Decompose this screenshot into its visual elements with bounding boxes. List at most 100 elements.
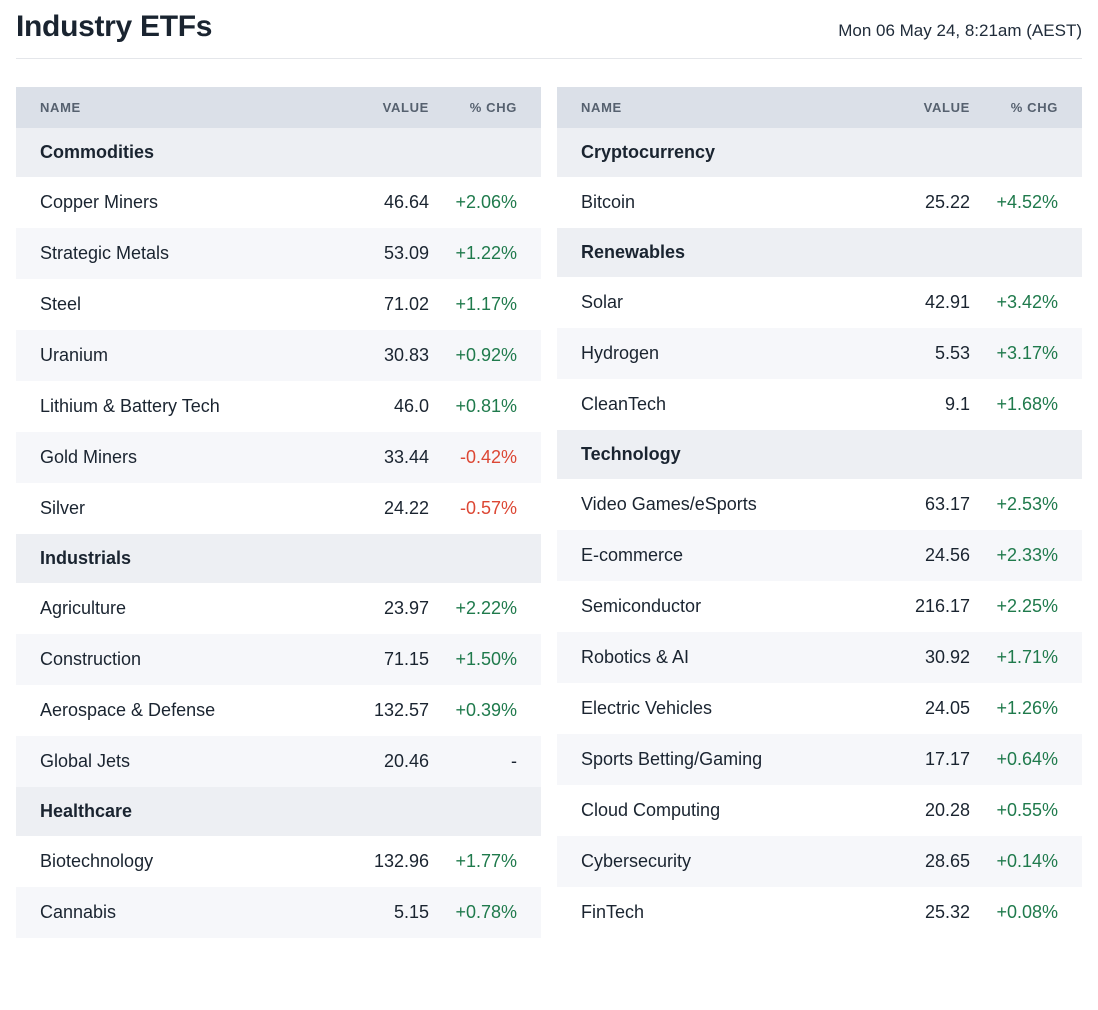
etf-name-cell: Copper Miners [40,192,159,212]
etf-name-cell: Electric Vehicles [581,698,713,718]
etf-name-cell: Video Games/eSports [581,494,757,514]
etf-row: Robotics & AI 30.92 +1.71% [557,632,1082,683]
etf-chg-cell: -0.57% [459,498,517,518]
etf-chg-cell: +0.78% [429,887,541,938]
etf-table-right: NAME VALUE% CHG Cryptocurrency Bitcoin 25.22… [557,87,1082,938]
etf-value-cell: 5.15 [317,887,429,938]
etf-row: Sports Betting/Gaming 17.17 +0.64% [557,734,1082,785]
etf-name-cell: Cybersecurity [557,836,858,887]
etf-row: Copper Miners 46.64 +2.06% [16,177,541,228]
column-header-row: NAME VALUE% CHG [16,87,541,128]
page-title: Industry ETFs [16,10,213,43]
etf-row: Global Jets 20.46- [16,736,541,787]
etf-chg-cell: +1.22% [429,228,541,279]
etf-chg-cell: +1.50% [429,634,541,685]
etf-row: Agriculture 23.97 +2.22% [16,583,541,634]
etf-name-cell: Aerospace & Defense [40,700,216,720]
section-label: Commodities [16,128,541,177]
etf-row: Semiconductor 216.17 +2.25% [557,581,1082,632]
timestamp: Mon 06 May 24, 8:21am (AEST) [838,21,1082,40]
etf-value-cell: 216.17 [914,596,970,616]
etf-chg-cell: +2.25% [996,596,1058,616]
etf-value-cell: 33.44 [317,432,429,483]
etf-value-cell: 46.64 [383,192,429,212]
etf-row: Aerospace & Defense 132.57 +0.39% [16,685,541,736]
etf-row: Biotechnology 132.96 +1.77% [16,836,541,887]
etf-row: Uranium 30.83 +0.92% [16,330,541,381]
column-header-chg: % CHG [970,87,1082,128]
etf-value-cell: 24.22 [383,498,429,518]
etf-name-cell: Cloud Computing [581,800,721,820]
etf-chg-cell: +0.64% [970,734,1082,785]
etf-value-cell: 28.65 [858,836,970,887]
column-header-name: NAME [16,87,317,128]
etf-value-cell: 17.17 [858,734,970,785]
etf-row: Construction 71.15 +1.50% [16,634,541,685]
column-header-value: VALUE [317,87,429,128]
etf-value-cell: 30.92 [858,632,970,683]
etf-chg-cell: +2.53% [996,494,1058,514]
etf-name-cell: E-commerce [557,530,858,581]
etf-chg-cell: +1.26% [996,698,1058,718]
etf-value-cell: 25.22 [924,192,970,212]
etf-chg-cell: +2.33% [970,530,1082,581]
etf-value-cell: 30.83 [317,330,429,381]
etf-name-cell: Biotechnology [40,851,154,871]
etf-value-cell: 71.15 [317,634,429,685]
section-header-row: Cryptocurrency [557,128,1082,177]
etf-name-cell: Cannabis [16,887,317,938]
etf-name-cell: Hydrogen [557,328,858,379]
section-header-row: Commodities [16,128,541,177]
section-label: Cryptocurrency [557,128,1082,177]
section-header-row: Renewables [557,228,1082,277]
etf-value-cell: 53.09 [317,228,429,279]
etf-table-left: NAME VALUE% CHG Commodities Copper Miners 46… [16,87,541,938]
etf-value-cell: 23.97 [383,598,429,618]
etf-chg-cell: +2.22% [455,598,517,618]
etf-row: Silver 24.22 -0.57% [16,483,541,534]
etf-tables: NAME VALUE% CHG Commodities Copper Miners 46… [16,87,1082,938]
etf-value-cell: 71.02 [383,294,429,314]
etf-value-cell: 46.0 [393,396,429,416]
etf-name-cell: Steel [40,294,82,314]
etf-name-cell: Solar [581,292,624,312]
etf-name-cell: Strategic Metals [16,228,317,279]
etf-value-cell: 20.28 [924,800,970,820]
etf-value-cell: 24.05 [924,698,970,718]
section-header-row: Industrials [16,534,541,583]
etf-chg-cell: +2.06% [455,192,517,212]
etf-row: Hydrogen 5.53 +3.17% [557,328,1082,379]
etf-row: Steel 71.02 +1.17% [16,279,541,330]
section-label: Industrials [16,534,541,583]
etf-row: Cloud Computing 20.28 +0.55% [557,785,1082,836]
column-header-chg: % CHG [429,87,541,128]
column-header-row: NAME VALUE% CHG [557,87,1082,128]
etf-row: Lithium & Battery Tech 46.0 +0.81% [16,381,541,432]
etf-chg-cell: +4.52% [996,192,1058,212]
section-label: Technology [557,430,1082,479]
etf-chg-cell: +0.08% [996,902,1058,922]
etf-name-cell: CleanTech [581,394,667,414]
etf-value-cell: 24.56 [858,530,970,581]
etf-row: CleanTech 9.1 +1.68% [557,379,1082,430]
etf-value-cell: 25.32 [924,902,970,922]
etf-name-cell: Sports Betting/Gaming [557,734,858,785]
etf-chg-cell: +0.92% [429,330,541,381]
etf-row: Solar 42.91 +3.42% [557,277,1082,328]
industry-etfs-page: Industry ETFs Mon 06 May 24, 8:21am (AES… [16,10,1082,938]
etf-name-cell: Lithium & Battery Tech [40,396,220,416]
etf-row: Cannabis 5.15 +0.78% [16,887,541,938]
etf-value-cell: 20.46 [317,736,429,787]
etf-value-cell: 132.57 [373,700,429,720]
etf-name-cell: Uranium [16,330,317,381]
etf-name-cell: FinTech [581,902,645,922]
etf-chg-cell: +1.77% [455,851,517,871]
etf-name-cell: Construction [16,634,317,685]
etf-chg-cell: +0.14% [970,836,1082,887]
etf-row: Gold Miners 33.44 -0.42% [16,432,541,483]
header-divider [16,58,1082,59]
etf-chg-cell: +0.81% [455,396,517,416]
etf-name-cell: Gold Miners [16,432,317,483]
etf-chg-cell: +0.55% [996,800,1058,820]
etf-row: Video Games/eSports 63.17 +2.53% [557,479,1082,530]
